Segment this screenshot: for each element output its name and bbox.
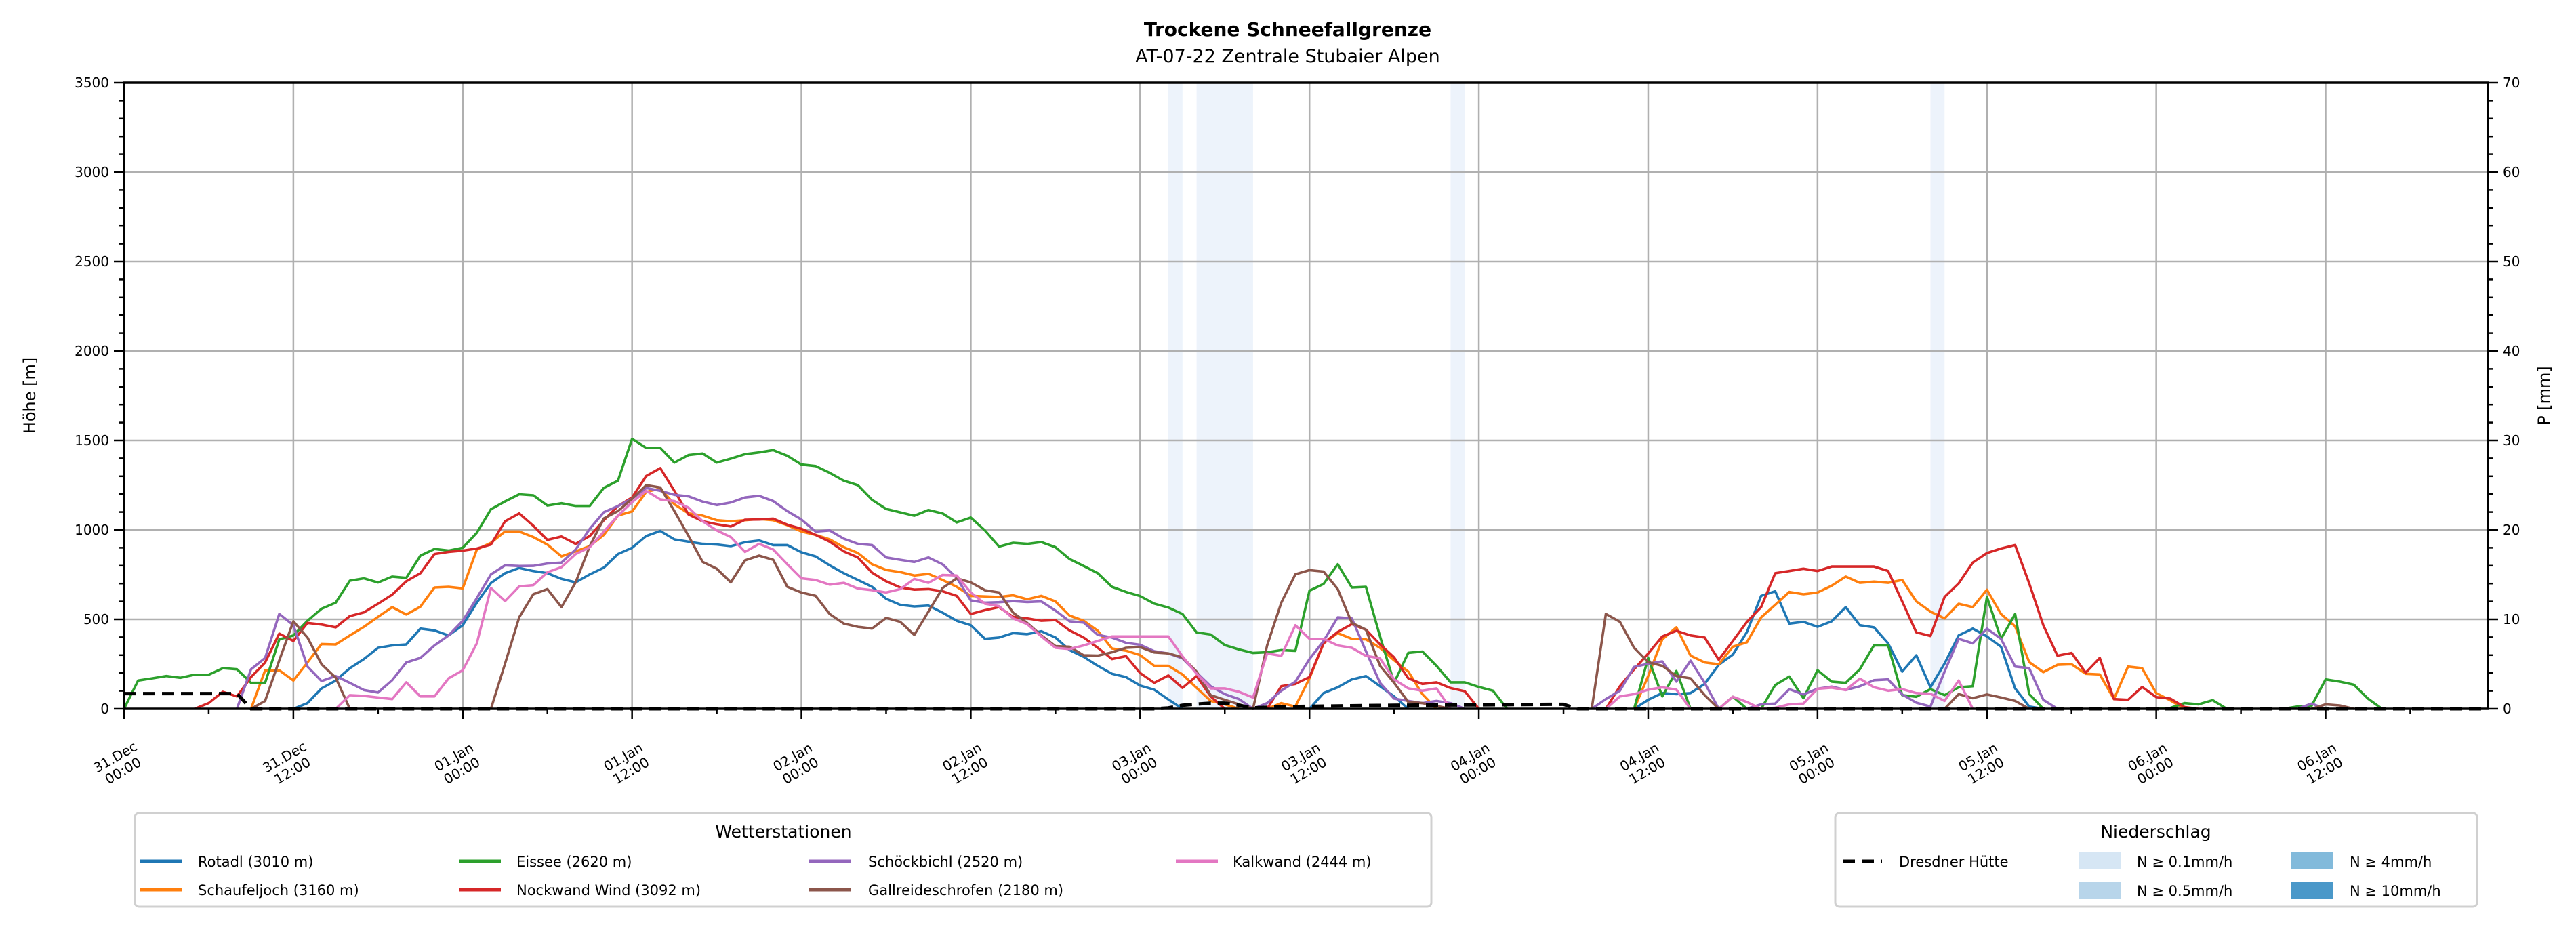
x-tick-label: 03.Jan00:00 [1109,739,1162,788]
series-line-nockwand [1266,623,1480,710]
series-line-nockwand [1604,543,2199,710]
series-line-eissee [1717,695,1748,710]
legend-swatch-n01 [2079,852,2121,869]
legend-dresdner-huette: Dresdner Hütte [1899,854,2009,870]
x-tick-label: 05.Jan12:00 [1956,739,2009,788]
series-line-schaufeljoch [249,487,1240,710]
legend-swatch-n4 [2291,852,2333,869]
legend-label-n10: N ≥ 10mm/h [2350,883,2441,899]
legend-precipitation: Niederschlag Dresdner Hütte N ≥ 0.1mm/h … [1834,812,2478,908]
legend-station-label: Kalkwand (2444 m) [1233,854,1372,870]
y-right-tick-label: 70 [2503,75,2520,91]
legend-swatch-n10 [2291,882,2333,899]
series-line-schaufeljoch [1267,632,1437,710]
plot-frame [123,81,2489,710]
y-tick-label: 2000 [75,343,109,359]
series-line-eissee [123,437,1509,710]
precipitation-band [1196,83,1253,709]
precipitation-band [1930,83,1945,709]
x-tick-label: 02.Jan12:00 [939,739,992,788]
series-line-gallreideschrofen [250,620,351,710]
y-tick-label: 3000 [75,164,109,180]
chart-subtitle: AT-07-22 Zentrale Stubaier Alpen [1135,46,1439,67]
y-tick-label: 0 [100,701,109,717]
legend-precip-title: Niederschlag [2100,822,2211,842]
series-line-rotadl [1633,590,2044,710]
y-tick-label: 2500 [75,253,109,270]
grid-lines [124,83,2488,709]
precipitation-band [1168,83,1183,709]
legend-label-n4: N ≥ 4mm/h [2350,854,2432,870]
precipitation-band [1450,83,1465,709]
y-tick-label: 3500 [75,75,109,91]
y-axis-right-label: P [mm] [2535,366,2554,426]
legend-station-label: Eissee (2620 m) [516,854,632,870]
legend-station-label: Nockwand Wind (3092 m) [516,882,701,899]
y-right-tick-label: 20 [2503,522,2520,538]
y-right-tick-label: 10 [2503,611,2520,627]
y-axis-label: Höhe [m] [20,358,39,434]
y-tick-label: 500 [83,611,109,627]
legend-stations-title: Wetterstationen [715,822,851,842]
series-line-eissee [1633,657,1692,709]
legend-station-label: Schöckbichl (2520 m) [868,854,1023,870]
legend-station-label: Schaufeljoch (3160 m) [198,882,359,899]
x-tick-label: 01.Jan12:00 [601,739,654,788]
x-tick-label: 31.Dec12:00 [260,738,317,789]
x-tick-label: 02.Jan00:00 [770,739,823,788]
chart-title: Trockene Schneefallgrenze [1144,18,1431,41]
legend-label-n05: N ≥ 0.5mm/h [2137,883,2232,899]
x-tick-label: 06.Jan12:00 [2294,739,2347,788]
x-tick-label: 04.Jan12:00 [1617,739,1670,788]
x-tick-label: 04.Jan00:00 [1448,739,1500,788]
legend-stations: Wetterstationen Rotadl (3010 m) Schaufelj… [134,812,1433,908]
legend-station-label: Gallreideschrofen (2180 m) [868,882,1063,899]
series-line-schöckbichl [235,487,1465,710]
series-line-gallreideschrofen [1590,613,1720,710]
y-tick-label: 1500 [75,432,109,449]
x-tick-label: 31.Dec00:00 [90,738,148,789]
series-line-eissee [2283,678,2383,710]
series-lines [123,437,2488,711]
reference-line-dresdner-huette [124,692,2488,711]
series-line-schöckbichl [1591,659,1720,710]
legend-label-n01: N ≥ 0.1mm/h [2137,854,2232,870]
y-right-tick-label: 60 [2503,164,2520,180]
y-tick-label: 1000 [75,522,109,538]
x-tick-label: 06.Jan00:00 [2125,739,2178,788]
x-tick-label: 05.Jan00:00 [1786,739,1839,788]
y-right-tick-label: 0 [2503,701,2512,717]
series-line-kalkwand [335,489,1452,710]
x-tick-label: 01.Jan00:00 [432,739,485,788]
y-right-tick-label: 40 [2503,343,2520,359]
precipitation-bands [1168,83,1945,709]
series-line-gallreideschrofen [1944,693,2030,710]
series-line-schöckbichl [1746,627,2058,710]
legend-station-label: Rotadl (3010 m) [198,854,313,870]
y-right-tick-label: 50 [2503,253,2520,270]
series-line-kalkwand [1605,686,1692,710]
y-right-tick-label: 30 [2503,432,2520,449]
legend-swatch-n05 [2079,882,2121,899]
legend-stations-box [134,812,1433,908]
x-tick-label: 03.Jan12:00 [1278,739,1331,788]
series-line-gallreideschrofen [489,484,1451,710]
series-line-nockwand [194,467,1226,710]
series-line-schaufeljoch [1633,575,2186,710]
